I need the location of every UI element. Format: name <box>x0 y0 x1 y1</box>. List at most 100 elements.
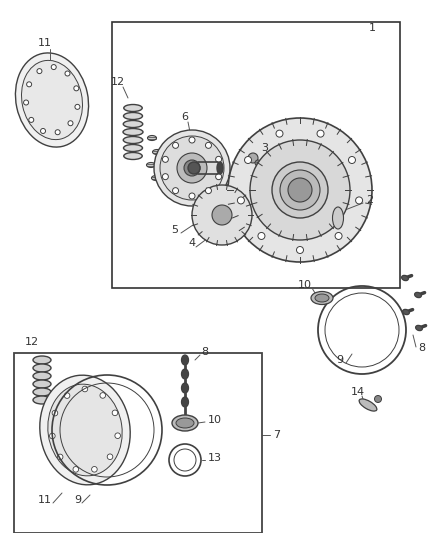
Text: 4: 4 <box>188 238 195 248</box>
Ellipse shape <box>181 369 188 379</box>
Text: 8: 8 <box>201 347 208 357</box>
Ellipse shape <box>123 128 143 135</box>
Ellipse shape <box>416 325 422 330</box>
Text: 1: 1 <box>368 23 375 33</box>
Text: 9: 9 <box>74 495 81 505</box>
Ellipse shape <box>48 384 122 476</box>
Text: 3: 3 <box>261 143 268 153</box>
Circle shape <box>228 118 372 262</box>
Ellipse shape <box>148 135 156 141</box>
Circle shape <box>297 246 304 254</box>
Circle shape <box>173 188 179 193</box>
Ellipse shape <box>33 388 51 396</box>
Ellipse shape <box>402 276 408 281</box>
Ellipse shape <box>124 104 142 111</box>
Circle shape <box>68 120 73 126</box>
Ellipse shape <box>123 120 143 127</box>
Text: 12: 12 <box>25 337 39 347</box>
Text: 2: 2 <box>367 195 374 205</box>
Circle shape <box>154 130 230 206</box>
Circle shape <box>55 130 60 135</box>
Circle shape <box>92 466 97 472</box>
Circle shape <box>173 142 179 148</box>
Circle shape <box>29 117 34 123</box>
Text: 9: 9 <box>336 355 343 365</box>
Ellipse shape <box>172 415 198 431</box>
Circle shape <box>356 197 363 204</box>
Ellipse shape <box>146 163 155 167</box>
Circle shape <box>205 188 212 193</box>
Circle shape <box>237 197 244 204</box>
Circle shape <box>49 433 55 439</box>
Circle shape <box>272 162 328 218</box>
Circle shape <box>280 170 320 210</box>
Circle shape <box>24 100 28 105</box>
Circle shape <box>27 82 32 87</box>
Circle shape <box>250 140 350 240</box>
Circle shape <box>258 232 265 239</box>
Circle shape <box>74 86 79 91</box>
Ellipse shape <box>332 207 343 229</box>
Circle shape <box>65 71 70 76</box>
Circle shape <box>276 130 283 137</box>
Circle shape <box>192 185 252 245</box>
Circle shape <box>215 174 222 180</box>
Circle shape <box>184 160 200 176</box>
Circle shape <box>107 454 113 459</box>
Ellipse shape <box>21 60 82 140</box>
Text: 10: 10 <box>208 415 222 425</box>
Ellipse shape <box>315 294 329 302</box>
Circle shape <box>57 454 63 460</box>
Circle shape <box>37 69 42 74</box>
Ellipse shape <box>188 162 200 174</box>
Circle shape <box>41 128 46 133</box>
Text: 7: 7 <box>273 430 281 440</box>
Text: 6: 6 <box>181 112 188 122</box>
Text: 10: 10 <box>298 280 312 290</box>
Ellipse shape <box>311 292 333 304</box>
Circle shape <box>112 410 118 416</box>
Ellipse shape <box>181 383 188 393</box>
Ellipse shape <box>181 355 188 365</box>
Circle shape <box>51 64 56 70</box>
Circle shape <box>82 386 88 392</box>
Text: 11: 11 <box>38 495 52 505</box>
Ellipse shape <box>415 293 421 297</box>
Circle shape <box>317 130 324 137</box>
Ellipse shape <box>40 375 130 485</box>
Text: 5: 5 <box>172 225 179 235</box>
Circle shape <box>349 157 356 164</box>
Ellipse shape <box>33 364 51 372</box>
Text: 8: 8 <box>418 343 426 353</box>
Circle shape <box>160 136 224 200</box>
Circle shape <box>162 174 168 180</box>
Circle shape <box>255 160 261 166</box>
Circle shape <box>205 142 212 148</box>
Circle shape <box>64 393 70 398</box>
Circle shape <box>244 157 251 164</box>
Text: 12: 12 <box>111 77 125 87</box>
Polygon shape <box>112 22 400 288</box>
Ellipse shape <box>123 136 143 143</box>
Circle shape <box>215 156 222 163</box>
Ellipse shape <box>176 418 194 428</box>
Circle shape <box>115 433 120 439</box>
Ellipse shape <box>181 397 188 407</box>
Circle shape <box>52 410 58 416</box>
Circle shape <box>212 205 232 225</box>
Text: 11: 11 <box>38 38 52 48</box>
Circle shape <box>162 156 168 163</box>
Circle shape <box>100 393 106 398</box>
Text: 14: 14 <box>351 387 365 397</box>
Circle shape <box>288 178 312 202</box>
Circle shape <box>73 466 78 472</box>
Ellipse shape <box>124 112 142 119</box>
Bar <box>14 353 262 533</box>
Ellipse shape <box>33 372 51 380</box>
Circle shape <box>189 137 195 143</box>
Circle shape <box>189 193 195 199</box>
Text: 13: 13 <box>208 453 222 463</box>
Ellipse shape <box>152 149 162 155</box>
Ellipse shape <box>124 144 142 151</box>
Ellipse shape <box>33 380 51 388</box>
